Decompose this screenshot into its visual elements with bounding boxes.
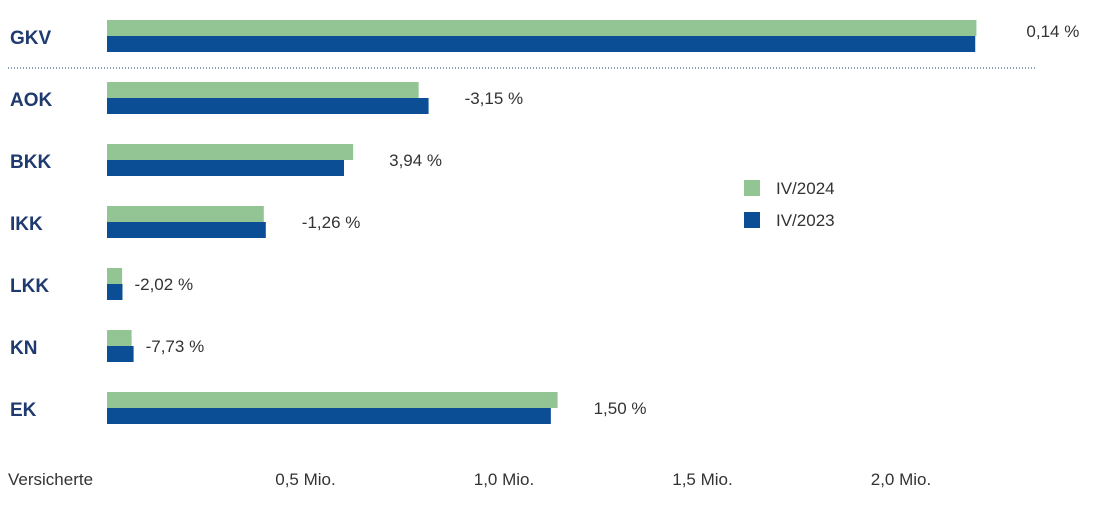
change-label: -1,26 % — [302, 213, 361, 232]
category-label: LKK — [10, 276, 49, 297]
category-label: IKK — [10, 214, 43, 235]
bars-layer — [107, 20, 977, 424]
x-axis: Versicherte 0,5 Mio. 1,0 Mio. 1,5 Mio. 2,0 … — [8, 470, 931, 489]
x-tick-label: 0,5 Mio. — [275, 470, 335, 489]
legend-swatch — [744, 212, 760, 228]
category-label: AOK — [10, 90, 53, 111]
bar-iv-2023 — [107, 36, 976, 52]
x-axis-title: Versicherte — [8, 470, 93, 489]
change-label: -2,02 % — [134, 275, 193, 294]
change-label: 3,94 % — [389, 151, 442, 170]
category-label: KN — [10, 338, 37, 359]
change-label: 0,14 % — [1026, 22, 1079, 41]
category-label: BKK — [10, 152, 51, 173]
bar-iv-2024 — [107, 206, 264, 222]
change-label: -3,15 % — [465, 89, 524, 108]
category-label: EK — [10, 400, 37, 421]
bar-iv-2024 — [107, 20, 977, 36]
legend: IV/2024 IV/2023 — [744, 179, 835, 230]
bar-iv-2024 — [107, 144, 354, 160]
bar-iv-2024 — [107, 330, 132, 346]
legend-swatch — [744, 180, 760, 196]
x-tick-label: 1,0 Mio. — [474, 470, 534, 489]
bar-iv-2023 — [107, 222, 266, 238]
bar-iv-2024 — [107, 82, 419, 98]
x-tick-label: 1,5 Mio. — [672, 470, 732, 489]
bar-iv-2023 — [107, 160, 345, 176]
category-label: GKV — [10, 28, 52, 49]
change-label: 1,50 % — [594, 399, 647, 418]
bar-iv-2023 — [107, 98, 429, 114]
labels-layer: GKV 0,14 % AOK -3,15 % BKK 3,94 % IKK -1,26 % LK… — [8, 22, 1079, 421]
bar-iv-2023 — [107, 408, 551, 424]
legend-label: IV/2023 — [776, 211, 835, 230]
x-tick-label: 2,0 Mio. — [871, 470, 931, 489]
bar-iv-2024 — [107, 392, 558, 408]
legend-label: IV/2024 — [776, 179, 835, 198]
bar-iv-2023 — [107, 284, 123, 300]
change-label: -7,73 % — [146, 337, 205, 356]
bar-iv-2024 — [107, 268, 123, 284]
bar-iv-2023 — [107, 346, 134, 362]
